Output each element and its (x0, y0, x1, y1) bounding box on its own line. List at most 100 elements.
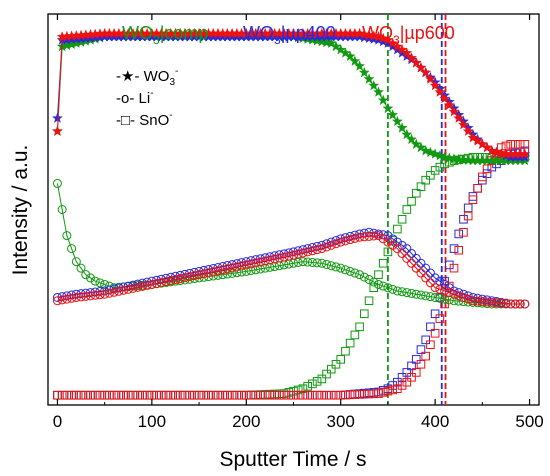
data-point (57, 390, 67, 400)
data-point (407, 373, 416, 382)
data-point (359, 232, 369, 242)
data-point (152, 390, 161, 400)
data-point (147, 390, 157, 400)
data-point (147, 390, 157, 400)
data-point (397, 214, 407, 224)
data-point (123, 390, 133, 400)
data-point (180, 273, 190, 283)
data-point (449, 296, 459, 306)
data-point (76, 292, 86, 302)
data-point (383, 231, 393, 241)
data-point (204, 390, 213, 400)
data-point (407, 197, 416, 206)
data-point (142, 390, 152, 400)
data-point (402, 377, 412, 387)
data-point (142, 280, 152, 290)
data-point (355, 322, 364, 332)
data-point (161, 277, 171, 287)
data-point (387, 37, 399, 48)
data-point (312, 258, 322, 268)
data-point (298, 248, 308, 258)
data-point (331, 359, 341, 369)
data-point (218, 390, 227, 400)
data-point (180, 390, 190, 400)
data-point (430, 273, 440, 283)
data-point (128, 390, 138, 400)
data-point (223, 390, 232, 400)
data-point (421, 335, 430, 345)
data-point (392, 244, 402, 254)
data-point (411, 355, 421, 364)
data-point (237, 390, 246, 400)
data-point (204, 268, 214, 278)
data-point (397, 373, 407, 382)
data-point (369, 389, 379, 399)
data-point (358, 66, 370, 78)
data-point (402, 368, 412, 377)
data-point (241, 390, 251, 400)
data-point (443, 99, 455, 110)
data-point (105, 390, 114, 400)
data-point (383, 247, 393, 257)
data-point (213, 266, 223, 276)
data-point (138, 390, 147, 400)
data-point (424, 73, 436, 84)
data-point (402, 288, 412, 298)
data-point (317, 258, 327, 268)
data-point (265, 255, 275, 265)
data-point (430, 329, 440, 338)
data-point (81, 390, 91, 400)
data-point (227, 390, 237, 400)
data-point (57, 205, 67, 214)
data-point (424, 146, 436, 158)
data-point (114, 390, 124, 400)
data-point (478, 172, 487, 182)
data-point (397, 381, 407, 390)
data-point (232, 390, 242, 400)
sample-title-0: WO3|comp (122, 23, 208, 47)
data-point (440, 286, 450, 296)
data-point (109, 390, 119, 400)
data-point (326, 237, 336, 247)
data-point (364, 231, 374, 241)
data-point (62, 390, 72, 400)
data-point (52, 292, 62, 302)
data-point (426, 170, 435, 180)
data-point (189, 271, 199, 281)
data-point (119, 390, 128, 400)
data-point (345, 338, 355, 348)
x-tick-label: 100 (138, 412, 166, 431)
data-point (459, 214, 468, 224)
data-point (100, 279, 110, 289)
data-point (350, 268, 360, 278)
data-point (76, 390, 86, 400)
data-point (166, 390, 176, 400)
data-point (369, 283, 379, 292)
data-point (435, 284, 445, 294)
data-point (435, 293, 445, 303)
data-point (72, 390, 81, 400)
data-point (227, 390, 237, 400)
data-point (473, 296, 483, 306)
data-point (336, 355, 346, 364)
data-point (171, 390, 180, 400)
data-point (284, 390, 294, 400)
data-point (491, 146, 503, 158)
data-point (208, 267, 218, 277)
data-point (275, 390, 284, 400)
data-point (298, 257, 308, 267)
data-point (434, 149, 446, 161)
data-point (345, 235, 355, 245)
data-point (349, 55, 361, 66)
data-point (62, 390, 72, 400)
data-point (407, 258, 417, 268)
data-point (350, 230, 360, 240)
data-point (345, 266, 355, 276)
data-point (486, 145, 498, 156)
data-point (232, 390, 242, 400)
data-point (270, 390, 279, 400)
data-point (487, 162, 497, 172)
data-point (256, 390, 265, 399)
data-point (426, 322, 435, 332)
x-tick-label: 300 (327, 412, 355, 431)
